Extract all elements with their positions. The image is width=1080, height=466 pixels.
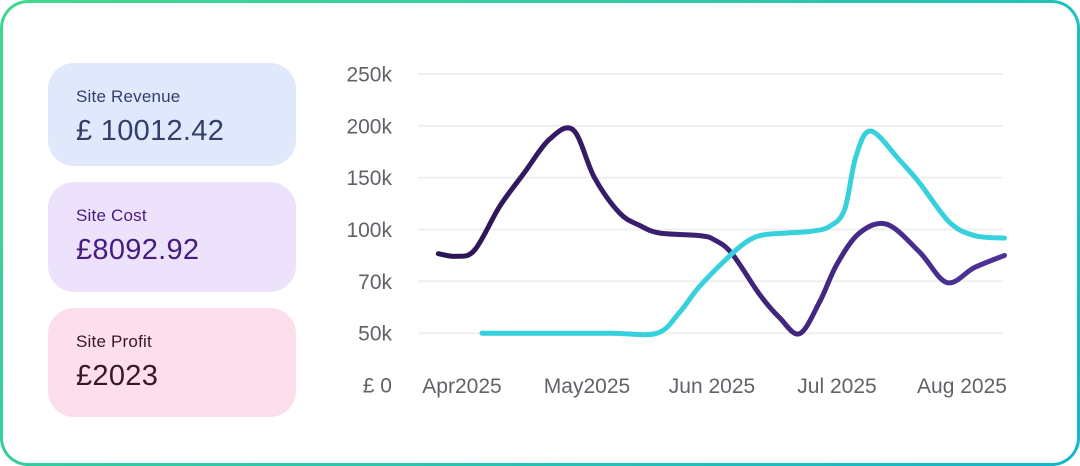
site-revenue-label: Site Revenue xyxy=(76,87,181,106)
site-profit-value: £2023 xyxy=(76,360,159,392)
site-cost-label: Site Cost xyxy=(76,206,147,225)
dashboard-card-inner: Site Revenue £ 10012.42 Site Cost £8092.… xyxy=(3,3,1077,463)
stat-card-site-revenue: Site Revenue £ 10012.42 xyxy=(48,63,296,166)
stat-card-site-profit: Site Profit £2023 xyxy=(48,308,296,417)
stat-card-site-cost: Site Cost £8092.92 xyxy=(48,182,296,292)
site-revenue-value: £ 10012.42 xyxy=(76,115,225,147)
site-cost-value: £8092.92 xyxy=(76,234,200,266)
site-profit-label: Site Profit xyxy=(76,332,152,351)
